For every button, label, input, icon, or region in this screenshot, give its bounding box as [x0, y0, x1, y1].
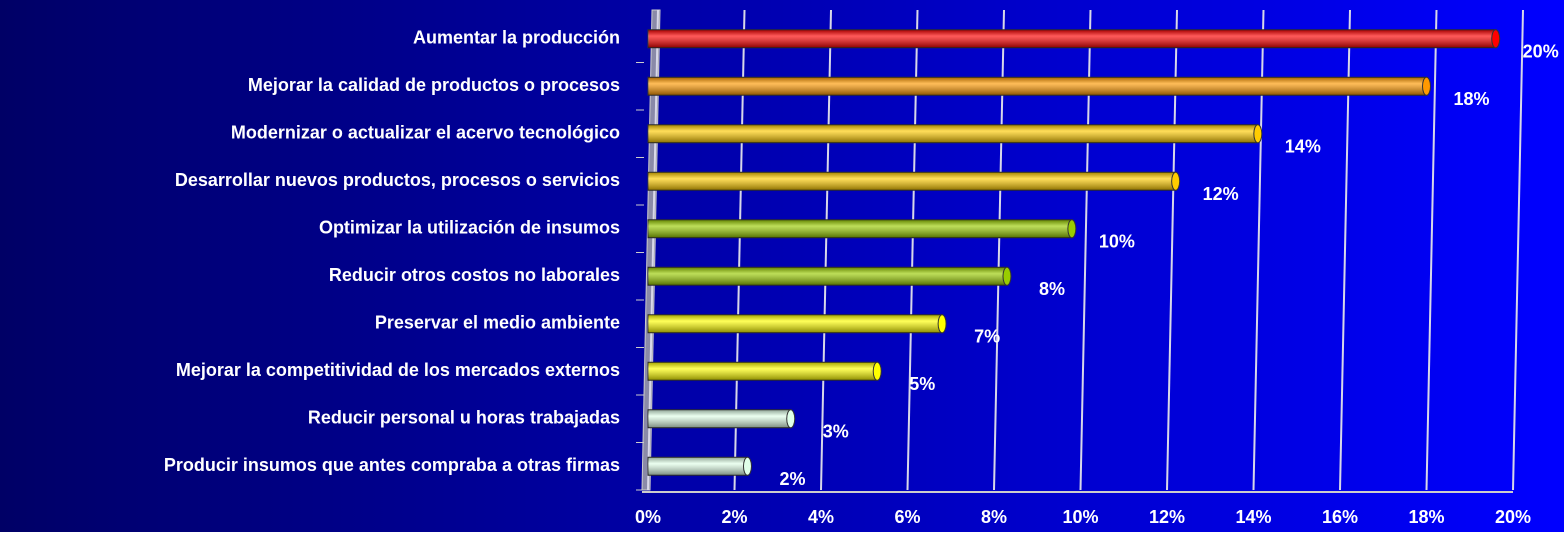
- x-tick-label: 8%: [981, 507, 1007, 527]
- y-tick-label: Mejorar la calidad de productos o proces…: [248, 75, 620, 95]
- x-tick-label: 20%: [1495, 507, 1531, 527]
- bar: [647, 29, 1501, 49]
- value-label: 14%: [1285, 137, 1321, 157]
- x-tick-label: 10%: [1062, 507, 1098, 527]
- bar: [647, 124, 1263, 144]
- grid-line: [1425, 9, 1438, 491]
- x-tick-label: 16%: [1322, 507, 1358, 527]
- bar: [647, 314, 947, 334]
- x-tick-label: 12%: [1149, 507, 1185, 527]
- value-label: 8%: [1039, 279, 1065, 299]
- grid-line: [1512, 9, 1524, 491]
- value-label: 3%: [823, 422, 849, 442]
- value-label: 5%: [909, 374, 935, 394]
- x-tick-label: 14%: [1235, 507, 1271, 527]
- bar: [647, 219, 1077, 239]
- value-label: 18%: [1453, 89, 1489, 109]
- x-tick-label: 4%: [808, 507, 834, 527]
- y-tick-label: Desarrollar nuevos productos, procesos o…: [175, 170, 620, 190]
- value-label: 12%: [1203, 184, 1239, 204]
- bar: [647, 171, 1181, 191]
- bar: [647, 456, 752, 476]
- value-label: 20%: [1523, 42, 1559, 62]
- bar: [647, 361, 882, 381]
- x-tick-label: 6%: [894, 507, 920, 527]
- y-tick-label: Reducir personal u horas trabajadas: [308, 408, 620, 428]
- y-tick-label: Reducir otros costos no laborales: [329, 265, 620, 285]
- y-tick-label: Aumentar la producción: [413, 28, 620, 48]
- value-label: 10%: [1099, 232, 1135, 252]
- y-tick-label: Modernizar o actualizar el acervo tecnol…: [231, 123, 620, 143]
- value-label: 7%: [974, 327, 1000, 347]
- bar: [647, 76, 1431, 96]
- y-tick-label: Mejorar la competitividad de los mercado…: [176, 360, 620, 380]
- y-tick-label: Optimizar la utilización de insumos: [319, 218, 620, 238]
- y-tick-label: Producir insumos que antes compraba a ot…: [164, 455, 620, 475]
- bar: [647, 266, 1012, 286]
- y-tick-label: Preservar el medio ambiente: [375, 313, 620, 333]
- x-tick-label: 2%: [721, 507, 747, 527]
- bar: [647, 409, 796, 429]
- x-tick-label: 18%: [1408, 507, 1444, 527]
- x-tick-label: 0%: [635, 507, 661, 527]
- value-label: 2%: [779, 469, 805, 489]
